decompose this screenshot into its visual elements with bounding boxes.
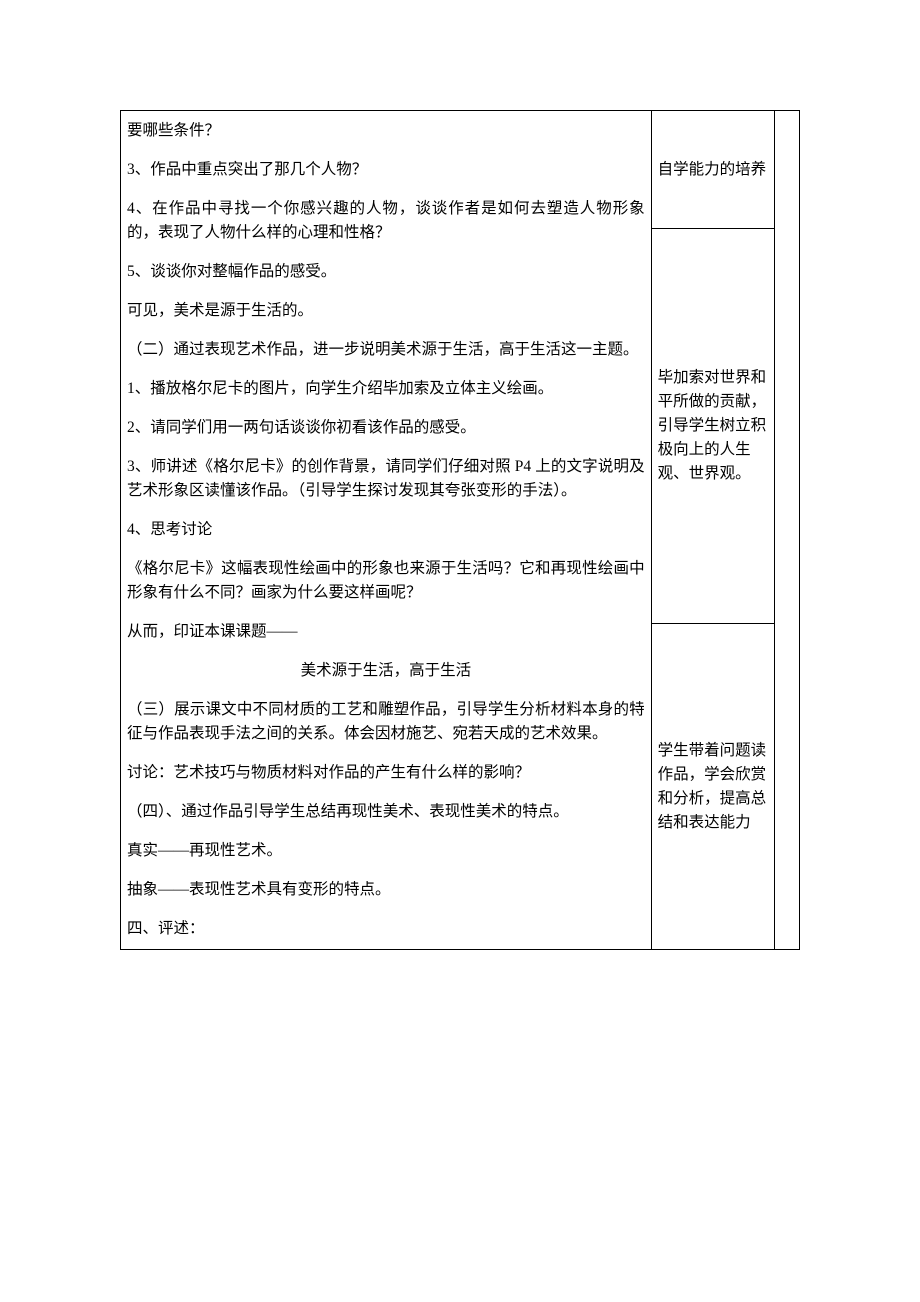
paragraph: 2、请同学们用一两句话谈谈你初看该作品的感受。 — [127, 416, 645, 440]
lesson-plan-table: 要哪些条件？ 3、作品中重点突出了那几个人物？ 4、在作品中寻找一个你感兴趣的人… — [120, 110, 800, 950]
paragraph: 四、评述： — [127, 917, 645, 941]
paragraph: 可见，美术是源于生活的。 — [127, 299, 645, 323]
paragraph: 讨论：艺术技巧与物质材料对作品的产生有什么样的影响？ — [127, 761, 645, 785]
side-note: 自学能力的培养 — [658, 158, 768, 182]
paragraph: 3、作品中重点突出了那几个人物？ — [127, 158, 645, 182]
paragraph: 要哪些条件？ — [127, 119, 645, 143]
paragraph-centered: 美术源于生活，高于生活 — [127, 659, 645, 683]
table-row: 要哪些条件？ 3、作品中重点突出了那几个人物？ 4、在作品中寻找一个你感兴趣的人… — [121, 111, 800, 229]
paragraph: （三）展示课文中不同材质的工艺和雕塑作品，引导学生分析材料本身的特征与作品表现手… — [127, 698, 645, 746]
paragraph: 抽象——表现性艺术具有变形的特点。 — [127, 878, 645, 902]
side-note-cell-1: 自学能力的培养 — [651, 111, 774, 229]
paragraph: 4、在作品中寻找一个你感兴趣的人物，谈谈作者是如何去塑造人物形象的，表现了人物什… — [127, 197, 645, 245]
side-note-cell-2: 毕加索对世界和平所做的贡献，引导学生树立积极向上的人生观、世界观。 — [651, 229, 774, 624]
side-note-cell-3: 学生带着问题读作品，学会欣赏和分析，提高总结和表达能力 — [651, 624, 774, 950]
paragraph: 4、思考讨论 — [127, 518, 645, 542]
paragraph: 真实——再现性艺术。 — [127, 839, 645, 863]
paragraph: 《格尔尼卡》这幅表现性绘画中的形象也来源于生活吗？它和再现性绘画中形象有什么不同… — [127, 557, 645, 605]
main-content-cell: 要哪些条件？ 3、作品中重点突出了那几个人物？ 4、在作品中寻找一个你感兴趣的人… — [121, 111, 652, 950]
paragraph: （二）通过表现艺术作品，进一步说明美术源于生活，高于生活这一主题。 — [127, 338, 645, 362]
paragraph: 从而，印证本课课题—— — [127, 620, 645, 644]
side-note: 毕加索对世界和平所做的贡献，引导学生树立积极向上的人生观、世界观。 — [658, 366, 768, 486]
paragraph: （四）、通过作品引导学生总结再现性美术、表现性美术的特点。 — [127, 800, 645, 824]
paragraph: 1、播放格尔尼卡的图片，向学生介绍毕加索及立体主义绘画。 — [127, 377, 645, 401]
narrow-cell — [774, 111, 799, 950]
side-note: 学生带着问题读作品，学会欣赏和分析，提高总结和表达能力 — [658, 739, 768, 835]
paragraph: 3、师讲述《格尔尼卡》的创作背景，请同学们仔细对照 P4 上的文字说明及艺术形象… — [127, 455, 645, 503]
paragraph: 5、谈谈你对整幅作品的感受。 — [127, 260, 645, 284]
